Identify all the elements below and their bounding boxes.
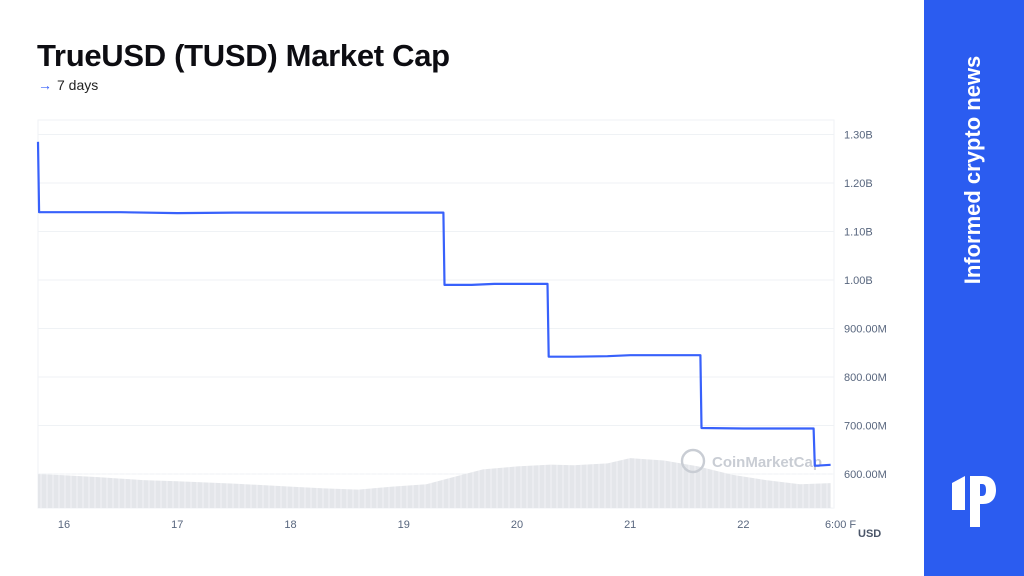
y-tick-label: 1.00B bbox=[844, 275, 873, 287]
coinmarketcap-logo-icon bbox=[680, 448, 706, 474]
page-title: TrueUSD (TUSD) Market Cap bbox=[37, 38, 450, 73]
market-cap-chart[interactable]: 600.00M 700.00M 800.00M 900.00M 1.00B 1.10B 1.… bbox=[0, 0, 920, 576]
x-tick-label: 6:00 F bbox=[825, 519, 856, 531]
x-tick-label: 22 bbox=[737, 519, 749, 531]
x-tick-label: 20 bbox=[511, 519, 523, 531]
brand-logo-icon bbox=[952, 476, 996, 527]
y-tick-label: 1.30B bbox=[844, 130, 873, 142]
x-tick-label: 19 bbox=[398, 519, 410, 531]
x-tick-label: 21 bbox=[624, 519, 636, 531]
x-tick-label: 18 bbox=[284, 519, 296, 531]
y-tick-label: 1.10B bbox=[844, 227, 873, 239]
x-tick-label: 17 bbox=[171, 519, 183, 531]
plot-frame bbox=[37, 119, 835, 509]
y-tick-label: 900.00M bbox=[844, 324, 887, 336]
y-unit-label: USD bbox=[858, 528, 881, 540]
y-tick-label: 600.00M bbox=[844, 469, 887, 481]
timeframe-label: 7 days bbox=[57, 77, 99, 93]
arrow-right-icon: → bbox=[38, 77, 52, 93]
y-tick-label: 700.00M bbox=[844, 421, 887, 433]
market-cap-line bbox=[36, 141, 831, 467]
y-tick-label: 1.20B bbox=[844, 178, 873, 190]
brand-tagline: Informed crypto news bbox=[960, 55, 985, 285]
x-tick-label: 16 bbox=[58, 519, 70, 531]
y-tick-label: 800.00M bbox=[844, 372, 887, 384]
watermark-label: CoinMarketCap bbox=[712, 454, 822, 471]
volume-area bbox=[38, 458, 831, 508]
timeframe-selector[interactable]: → 7 days bbox=[38, 77, 98, 93]
